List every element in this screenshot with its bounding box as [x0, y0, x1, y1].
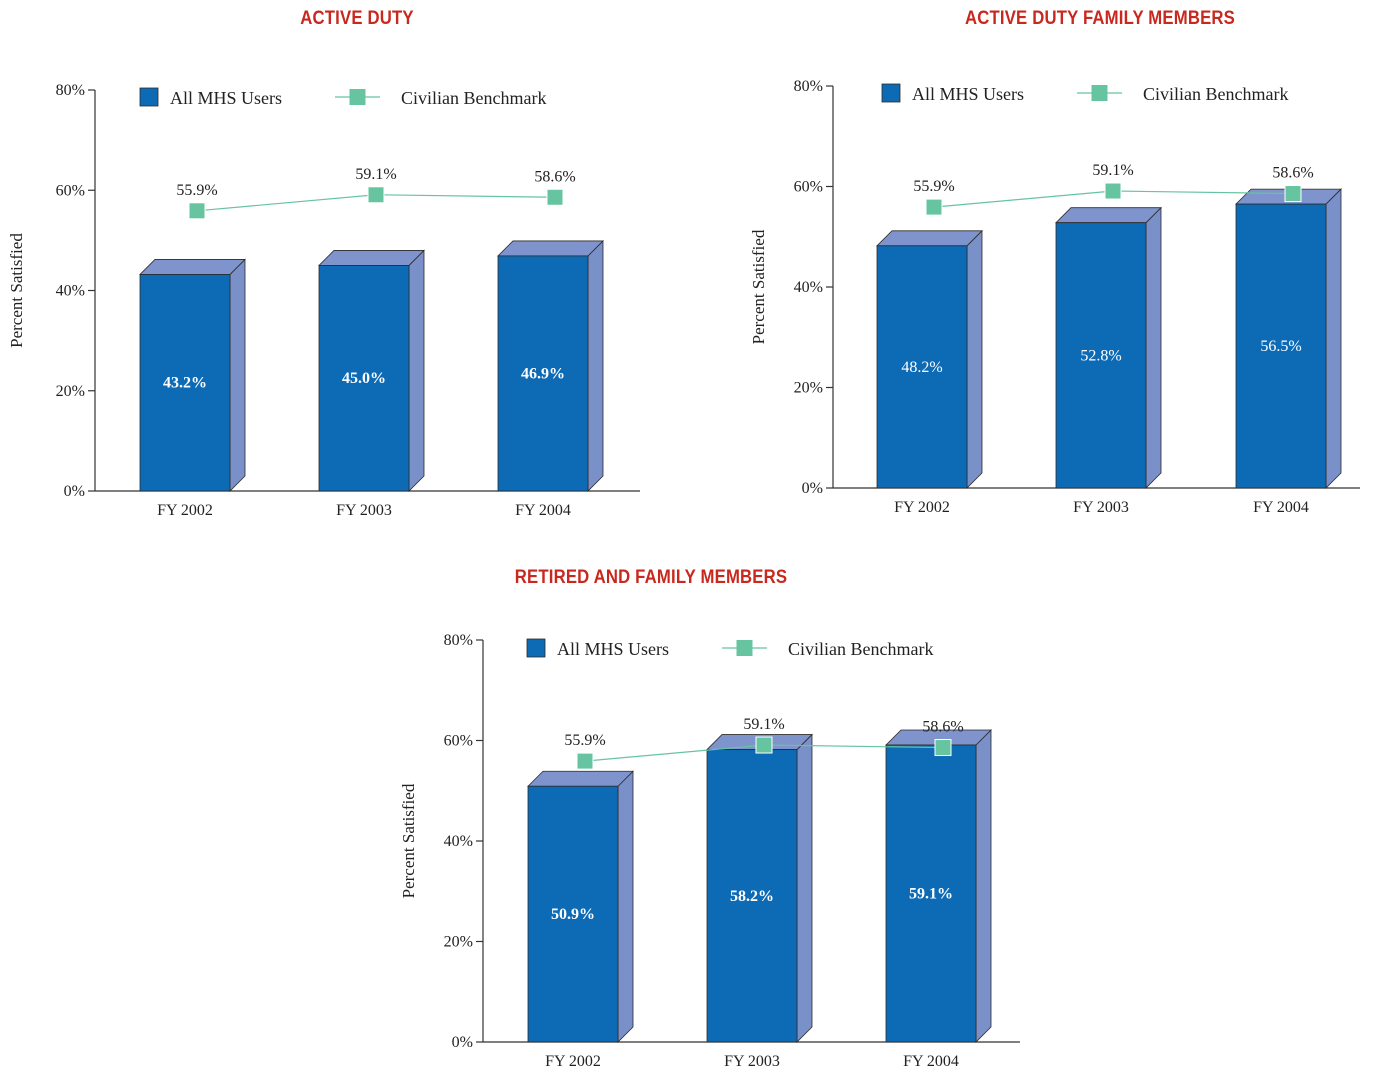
bar-value-label: 56.5%	[1260, 338, 1301, 355]
y-tick-label: 0%	[802, 480, 823, 497]
bar-side	[1145, 206, 1162, 489]
bar-side	[587, 239, 604, 492]
legend-label-bars: All MHS Users	[170, 88, 282, 108]
bar-top	[497, 240, 604, 257]
y-tick-label: 40%	[56, 283, 85, 300]
benchmark-value-label: 58.6%	[534, 168, 575, 185]
benchmark-marker	[755, 736, 773, 754]
y-axis-label: Percent Satisfied	[399, 783, 418, 898]
x-tick-label: FY 2003	[724, 1053, 780, 1069]
y-tick-label: 60%	[56, 182, 85, 199]
legend-swatch-marker	[736, 640, 753, 656]
benchmark-value-label: 59.1%	[1092, 162, 1133, 179]
benchmark-marker	[1104, 182, 1122, 200]
bar-top	[527, 770, 634, 787]
bar-top	[1055, 207, 1162, 224]
bar-side	[966, 229, 983, 489]
legend-swatch-bars	[881, 83, 901, 103]
x-tick-label: FY 2004	[1253, 499, 1309, 516]
chart-retired-family: Percent Satisfied 0% 20% 40% 60% 80% 50.9% 58.2…	[399, 632, 1020, 1069]
bar-side	[975, 729, 992, 1043]
legend-label-bars: All MHS Users	[557, 639, 669, 659]
bar	[706, 749, 798, 1043]
benchmark-value-label: 55.9%	[913, 178, 954, 195]
bar	[497, 255, 589, 492]
bar-value-label: 45.0%	[342, 370, 386, 387]
x-tick-label: FY 2002	[545, 1053, 601, 1069]
y-tick-label: 80%	[444, 632, 473, 649]
x-tick-label: FY 2003	[336, 502, 392, 519]
benchmark-value-label: 55.9%	[564, 732, 605, 749]
benchmark-value-label: 58.6%	[922, 719, 963, 736]
benchmark-value-label: 55.9%	[176, 182, 217, 199]
x-tick-label: FY 2002	[894, 499, 950, 516]
chart-panel-retired-family: RETIRED AND FAMILY MEMBERS Percent Satis…	[390, 560, 1030, 1069]
bar-value-label: 58.2%	[730, 888, 774, 905]
bar-top	[318, 250, 425, 266]
bar	[527, 785, 619, 1043]
bar-side	[796, 733, 813, 1043]
y-tick-label: 20%	[56, 383, 85, 400]
x-tick-label: FY 2002	[157, 502, 213, 519]
chart-title: ACTIVE DUTY	[300, 8, 414, 29]
x-tick-label: FY 2003	[1073, 499, 1129, 516]
y-tick-label: 20%	[444, 934, 473, 951]
chart-active-duty: Percent Satisfied 0% 20% 40% 60% 80% 43.2% 45.0…	[7, 82, 640, 519]
legend-swatch-marker	[349, 89, 366, 105]
benchmark-marker	[1284, 185, 1302, 203]
bar-side	[617, 770, 634, 1043]
y-tick-label: 80%	[56, 82, 85, 99]
bar-value-label: 50.9%	[551, 906, 595, 923]
chart-panel-active-duty: ACTIVE DUTY Percent Satisfied 0% 20% 40% 60%…	[0, 0, 700, 530]
benchmark-marker	[934, 739, 952, 757]
bar-side	[408, 249, 425, 492]
y-tick-label: 20%	[794, 380, 823, 397]
benchmark-value-label: 58.6%	[1272, 165, 1313, 182]
bar	[139, 274, 231, 492]
legend-label-line: Civilian Benchmark	[1143, 84, 1288, 104]
bar-side	[1325, 188, 1342, 489]
benchmark-marker	[546, 188, 564, 206]
bar-top	[139, 259, 246, 275]
bar	[1235, 203, 1327, 489]
legend-swatch-bars	[526, 638, 546, 658]
benchmark-marker	[367, 186, 385, 204]
bar	[318, 265, 410, 492]
y-axis-label: Percent Satisfied	[749, 229, 768, 344]
bar	[1055, 222, 1147, 489]
x-tick-label: FY 2004	[515, 502, 571, 519]
y-tick-label: 40%	[794, 279, 823, 296]
bar	[885, 744, 977, 1043]
bar-value-label: 46.9%	[521, 365, 565, 382]
legend-label-bars: All MHS Users	[912, 84, 1024, 104]
y-tick-label: 60%	[794, 179, 823, 196]
bar-value-label: 59.1%	[909, 886, 953, 903]
y-tick-label: 0%	[452, 1034, 473, 1051]
x-tick-label: FY 2004	[903, 1053, 959, 1069]
chart-title: RETIRED AND FAMILY MEMBERS	[514, 567, 788, 588]
y-tick-label: 0%	[64, 483, 85, 500]
legend-swatch-bars	[139, 87, 159, 107]
benchmark-value-label: 59.1%	[355, 166, 396, 183]
bar-top	[876, 230, 983, 247]
bar-value-label: 48.2%	[901, 359, 942, 376]
bar-value-label: 52.8%	[1080, 347, 1121, 364]
chart-active-duty-family: Percent Satisfied 0% 20% 40% 60% 80% 48.2% 52.8…	[749, 78, 1360, 516]
chart-title: ACTIVE DUTY FAMILY MEMBERS	[965, 8, 1235, 29]
legend-label-line: Civilian Benchmark	[401, 88, 546, 108]
legend-label-line: Civilian Benchmark	[788, 639, 933, 659]
legend-swatch-marker	[1091, 85, 1108, 101]
benchmark-marker	[925, 198, 943, 216]
benchmark-marker	[188, 202, 206, 220]
benchmark-value-label: 59.1%	[743, 716, 784, 733]
bar-side	[229, 258, 246, 492]
y-tick-label: 60%	[444, 733, 473, 750]
y-axis-label: Percent Satisfied	[7, 233, 26, 348]
bar-value-label: 43.2%	[163, 375, 207, 392]
y-tick-label: 40%	[444, 833, 473, 850]
benchmark-marker	[576, 752, 594, 770]
y-tick-label: 80%	[794, 78, 823, 95]
chart-panel-active-duty-family: ACTIVE DUTY FAMILY MEMBERS Percent Satis…	[740, 0, 1375, 530]
bar	[876, 245, 968, 489]
